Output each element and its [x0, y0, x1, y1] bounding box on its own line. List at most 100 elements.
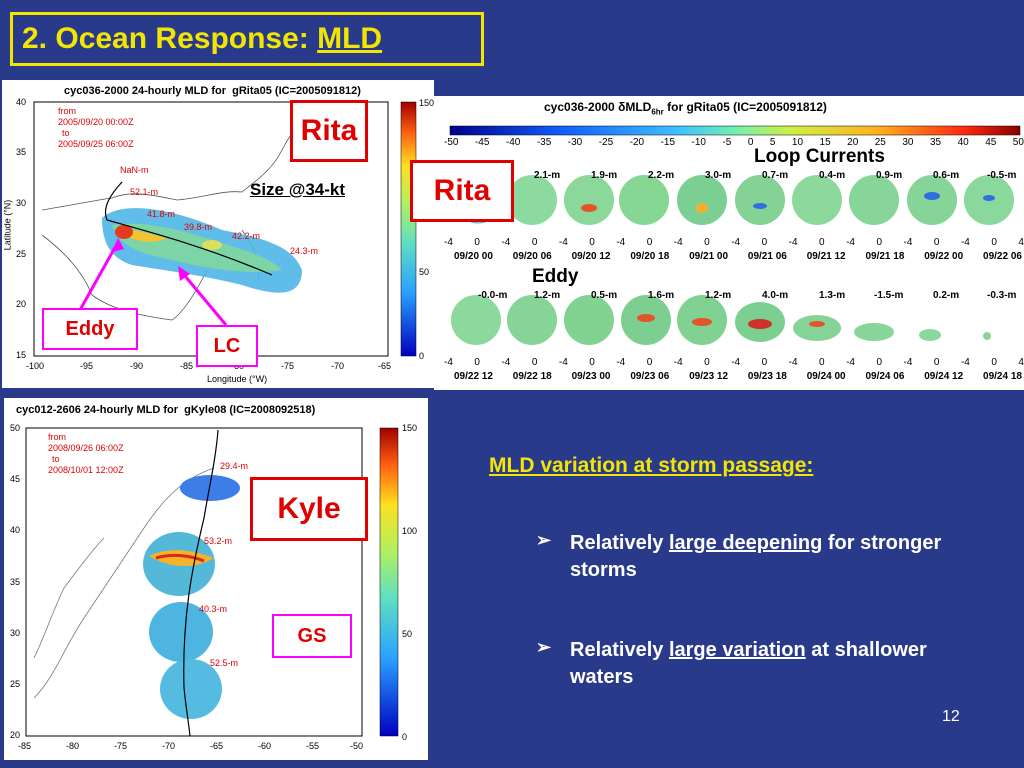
row2-date: 09/23 18 [747, 371, 787, 382]
row2-date: 09/24 06 [865, 371, 905, 382]
rita-xtick: -65 [378, 361, 392, 371]
bullet-1-pre: Relatively [570, 532, 669, 554]
kyle-ytick: 50 [10, 423, 21, 433]
row1-date: 09/22 00 [924, 251, 964, 262]
rita-ytick: 35 [16, 147, 27, 157]
axis-tick: 0 [933, 237, 940, 248]
cb-tick: 20 [847, 137, 859, 148]
cb-tick: -5 [722, 137, 732, 148]
rita-label-panels-text: Rita [433, 174, 491, 207]
cb-tick: -45 [474, 137, 490, 148]
kyle-ytick: 45 [10, 474, 21, 484]
axis-tick: -4 [501, 237, 511, 248]
row2-date: 09/23 12 [689, 371, 729, 382]
rita-map-title-left: cyc036-2000 24-hourly MLD for [64, 85, 227, 97]
axis-tick: -4 [673, 357, 683, 368]
axis-tick: -4 [788, 237, 798, 248]
rita-date-block: from 2005/09/20 00:00Z to 2005/09/25 06:… [58, 106, 134, 150]
axis-tick: 0 [474, 237, 480, 248]
rita-label-map: Rita [290, 100, 368, 162]
bullet-2-text: Relatively large variation at shallower … [540, 637, 960, 691]
axis-tick: -4 [846, 237, 855, 248]
axis-tick: -4 [616, 357, 626, 368]
page-number: 12 [942, 708, 960, 725]
kyle-cb-tick: 50 [402, 629, 413, 639]
title-mld: MLD [317, 22, 383, 55]
rita-date-from: from [58, 106, 76, 116]
rita-panels-title-sub: 6hr [651, 107, 664, 117]
row1-val: -0.5-m [987, 170, 1017, 181]
rita-mld-label: 24.3-m [290, 246, 319, 256]
rita-date-end: 2005/09/25 06:00Z [58, 139, 134, 149]
rita-panels-title: cyc036-2000 δMLD6hr for gRita05 (IC=2005… [544, 100, 827, 116]
slide-title: 2. Ocean Response: MLD [22, 22, 382, 56]
axis-tick: -4 [444, 357, 453, 368]
kyle-xtick: -70 [162, 741, 176, 751]
cb-tick: 30 [902, 137, 914, 148]
axis-tick: -4 [903, 357, 913, 368]
axis-tick: -4 [788, 357, 798, 368]
axis-tick: 0 [646, 357, 653, 368]
kyle-ytick: 40 [10, 525, 21, 535]
axis-tick: 0 [531, 237, 538, 248]
rita-cb-tick: 0 [419, 351, 425, 361]
rita-ytick: 15 [16, 350, 27, 360]
rita-xtick: -90 [130, 361, 144, 371]
row2-val: 1.2-m [534, 290, 561, 301]
cb-tick: -15 [660, 137, 676, 148]
axis-tick: 0 [761, 357, 768, 368]
eddy-arrow [78, 241, 120, 311]
axis-tick: 0 [531, 357, 538, 368]
cb-tick: 45 [985, 137, 997, 148]
axis-tick: 0 [474, 357, 480, 368]
axis-tick: -4 [903, 237, 913, 248]
rita-mld-label: 52.1-m [130, 187, 159, 197]
kyle-mld-label: 40.3-m [199, 604, 228, 614]
row1-date: 09/21 06 [747, 251, 787, 262]
row2-axis: -4 0 -4 0 -4 0 -4 0 -4 0 -4 0 -4 0 -4 0 -4 0 -4 0 4 [444, 357, 1024, 368]
row1-val: 2.2-m [648, 170, 675, 181]
row1-val: 1.9-m [591, 170, 618, 181]
kyle-label: Kyle [250, 477, 368, 541]
gs-label: GS [272, 614, 352, 658]
row2-val: 1.6-m [648, 290, 675, 301]
kyle-map-panel: cyc012-2606 24-hourly MLD for gKyle08 (I… [4, 398, 428, 760]
axis-tick: 0 [646, 237, 653, 248]
rita-ytick: 30 [16, 198, 27, 208]
axis-tick: 4 [1018, 237, 1024, 248]
row2-val: 4.0-m [762, 290, 789, 301]
rita-xtick: -85 [180, 361, 194, 371]
rita-xtick: -70 [331, 361, 345, 371]
axis-tick: -4 [558, 357, 568, 368]
axis-tick: 0 [704, 357, 710, 368]
axis-tick: -4 [960, 237, 970, 248]
kyle-xtick: -55 [306, 741, 320, 751]
rita-panels-plot [449, 125, 1021, 345]
row1-val: 0.6-m [933, 170, 960, 181]
kyle-map-title-right: gKyle08 (IC=2008092518) [184, 404, 316, 416]
cb-tick: 40 [957, 137, 969, 148]
row2-date: 09/22 12 [454, 371, 493, 382]
lc-arrow [178, 269, 228, 326]
row2-val: -0.0-m [478, 290, 508, 301]
cb-tick: 0 [747, 137, 754, 148]
kyle-map-title: cyc012-2606 24-hourly MLD for gKyle08 (I… [16, 404, 315, 416]
cb-tick: 5 [769, 137, 776, 148]
axis-tick: -4 [616, 237, 626, 248]
kyle-label-text: Kyle [277, 492, 341, 525]
kyle-date-start: 2008/09/26 06:00Z [48, 443, 124, 453]
cb-tick: 10 [791, 137, 804, 148]
rita-xtick: -95 [80, 361, 94, 371]
cb-tick: -30 [567, 137, 583, 148]
cb-tick: -50 [444, 137, 459, 148]
bullet-2-pre: Relatively [570, 639, 669, 661]
rita-label-panels: Rita [410, 160, 514, 222]
axis-tick: 0 [589, 357, 595, 368]
row2-date: 09/22 18 [512, 371, 552, 382]
bullet-2-post: at shallower waters [570, 639, 927, 688]
axis-tick: -4 [731, 357, 741, 368]
row1-date: 09/21 18 [865, 251, 905, 262]
row1-dates: 09/20 00 09/20 06 09/20 12 09/20 18 09/21 00… [454, 251, 1022, 262]
kyle-date-block: from 2008/09/26 06:00Z to 2008/10/01 12:… [48, 432, 124, 476]
kyle-xtick: -80 [66, 741, 80, 751]
